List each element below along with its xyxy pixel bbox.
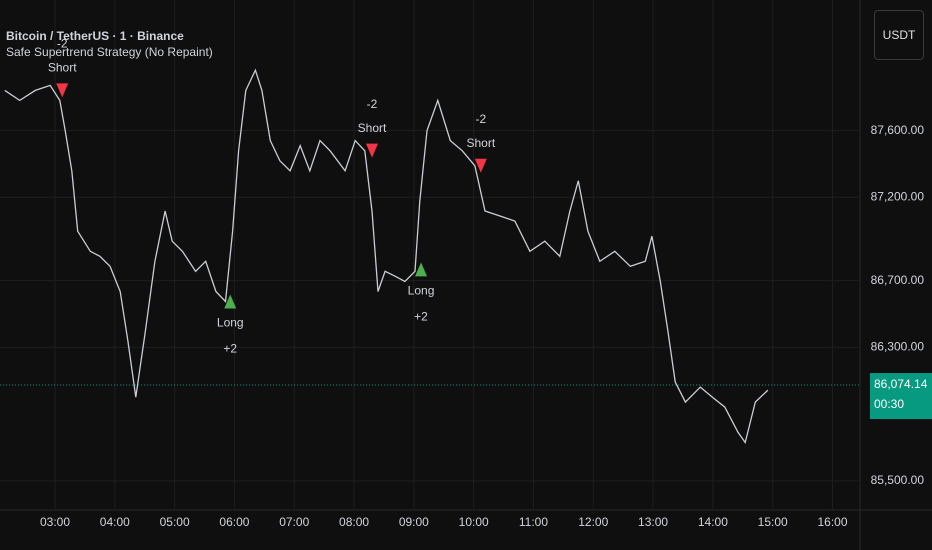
x-tick-label: 11:00 bbox=[519, 515, 548, 529]
y-tick-label: 85,500.00 bbox=[871, 473, 925, 487]
signal-qty: -2 bbox=[57, 37, 68, 51]
currency-button[interactable]: USDT bbox=[874, 10, 924, 60]
indicator-name: Safe Supertrend Strategy (No Repaint) bbox=[6, 45, 213, 59]
y-tick-label: 86,300.00 bbox=[871, 340, 925, 354]
symbol-title: Bitcoin / TetherUS · 1 · Binance bbox=[6, 29, 184, 43]
y-tick-label: 87,200.00 bbox=[871, 189, 925, 203]
x-tick-label: 03:00 bbox=[40, 515, 70, 529]
x-tick-label: 06:00 bbox=[219, 515, 249, 529]
short-marker bbox=[474, 158, 487, 173]
short-marker bbox=[365, 143, 378, 158]
signal-side: Short bbox=[466, 136, 495, 150]
short-marker bbox=[56, 83, 69, 98]
long-marker bbox=[415, 262, 428, 277]
long-marker bbox=[224, 294, 237, 309]
signal-qty: +2 bbox=[223, 342, 237, 356]
x-tick-label: 07:00 bbox=[279, 515, 309, 529]
x-tick-label: 13:00 bbox=[638, 515, 668, 529]
x-tick-label: 14:00 bbox=[698, 515, 728, 529]
signal-side: Long bbox=[217, 316, 244, 330]
signal-qty: -2 bbox=[367, 97, 378, 111]
signal-side: Short bbox=[48, 61, 77, 75]
y-tick-label: 87,600.00 bbox=[871, 123, 925, 137]
signal-qty: -2 bbox=[475, 112, 486, 126]
countdown-label: 00:30 bbox=[874, 397, 904, 411]
y-tick-label: 86,700.00 bbox=[871, 273, 925, 287]
x-tick-label: 12:00 bbox=[578, 515, 608, 529]
x-tick-label: 16:00 bbox=[817, 515, 847, 529]
x-tick-label: 10:00 bbox=[459, 515, 489, 529]
last-price-label: 86,074.14 bbox=[874, 377, 928, 391]
x-tick-label: 04:00 bbox=[100, 515, 130, 529]
signal-side: Long bbox=[408, 284, 435, 298]
x-tick-label: 08:00 bbox=[339, 515, 369, 529]
last-price-box bbox=[870, 373, 932, 420]
x-tick-label: 05:00 bbox=[160, 515, 190, 529]
signal-qty: +2 bbox=[414, 310, 428, 324]
signal-side: Short bbox=[358, 121, 387, 135]
x-tick-label: 09:00 bbox=[399, 515, 429, 529]
x-tick-label: 15:00 bbox=[758, 515, 788, 529]
price-line bbox=[4, 68, 769, 445]
